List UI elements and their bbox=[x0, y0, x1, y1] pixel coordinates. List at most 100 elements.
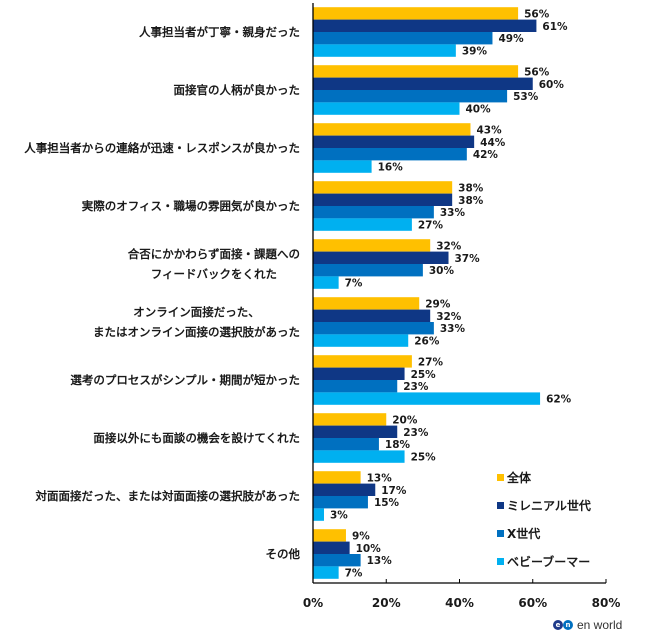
value-label: 49% bbox=[498, 33, 524, 45]
bar bbox=[313, 77, 533, 90]
value-label: 15% bbox=[374, 497, 400, 509]
value-label: 56% bbox=[524, 66, 550, 78]
value-label: 33% bbox=[440, 323, 466, 335]
value-label: 60% bbox=[539, 79, 565, 91]
value-label: 27% bbox=[418, 356, 444, 368]
value-label: 26% bbox=[414, 336, 440, 348]
value-label: 37% bbox=[455, 253, 481, 265]
legend-label: ミレニアル世代 bbox=[507, 498, 591, 513]
category-label: 合否にかかわらず面接・課題への bbox=[128, 247, 300, 261]
value-label: 61% bbox=[542, 21, 568, 33]
value-label: 30% bbox=[429, 265, 455, 277]
category-label: オンライン面接だった、 bbox=[133, 305, 260, 319]
bar bbox=[313, 7, 519, 20]
value-label: 13% bbox=[367, 555, 393, 567]
bar bbox=[313, 529, 346, 542]
bar bbox=[313, 450, 405, 463]
bar bbox=[313, 135, 475, 148]
legend-swatch bbox=[497, 502, 504, 509]
value-label: 16% bbox=[378, 162, 404, 174]
bar bbox=[313, 297, 420, 310]
bar bbox=[313, 206, 434, 219]
bar bbox=[313, 541, 350, 554]
value-label: 20% bbox=[392, 414, 418, 426]
value-label: 9% bbox=[352, 530, 370, 542]
axes-layer: 0% 20% 40% 60% 80% bbox=[303, 3, 621, 610]
bar bbox=[313, 148, 467, 161]
bar bbox=[313, 471, 361, 484]
bar bbox=[313, 264, 423, 277]
value-label: 17% bbox=[381, 485, 407, 497]
category-label: 選考のプロセスがシンプル・期間が短かった bbox=[70, 373, 300, 387]
bar bbox=[313, 413, 387, 426]
value-label: 62% bbox=[546, 394, 572, 406]
bar bbox=[313, 251, 449, 264]
bar bbox=[313, 425, 398, 438]
category-label: 人事担当者が丁寧・親身だった bbox=[139, 25, 300, 39]
legend-swatch bbox=[497, 558, 504, 565]
category-label: またはオンライン面接の選択肢があった bbox=[93, 325, 300, 339]
bar bbox=[313, 392, 541, 405]
logo-dot: n bbox=[563, 620, 573, 630]
value-label: 40% bbox=[466, 104, 492, 116]
legend-label: 全体 bbox=[506, 470, 532, 485]
bar bbox=[313, 438, 379, 451]
value-label: 42% bbox=[473, 149, 499, 161]
category-labels-layer: 人事担当者が丁寧・親身だった面接官の人柄が良かった人事担当者からの連絡が迅速・レ… bbox=[24, 25, 300, 561]
bar bbox=[313, 554, 361, 567]
category-label: 対面面接だった、または対面面接の選択肢があった bbox=[35, 489, 301, 503]
bar bbox=[313, 483, 376, 496]
value-label: 10% bbox=[356, 543, 382, 555]
value-labels-layer: 56%61%49%39%56%60%53%40%43%44%42%16%38%3… bbox=[330, 8, 572, 579]
bar bbox=[313, 276, 339, 289]
value-label: 44% bbox=[480, 137, 506, 149]
value-label: 38% bbox=[458, 195, 484, 207]
bar bbox=[313, 380, 398, 393]
value-label: 39% bbox=[462, 46, 488, 58]
value-label: 13% bbox=[367, 472, 393, 484]
value-label: 3% bbox=[330, 510, 348, 522]
value-label: 23% bbox=[403, 427, 429, 439]
value-label: 25% bbox=[411, 452, 437, 464]
bar bbox=[313, 160, 372, 173]
value-label: 27% bbox=[418, 220, 444, 232]
category-label: 人事担当者からの連絡が迅速・レスポンスが良かった bbox=[24, 141, 300, 155]
logo-mark-icon: e n bbox=[553, 620, 573, 630]
value-label: 7% bbox=[345, 278, 363, 290]
bar bbox=[313, 181, 453, 194]
bar bbox=[313, 44, 456, 57]
logo-text: en world bbox=[577, 618, 623, 632]
bar bbox=[313, 193, 453, 206]
category-label: その他 bbox=[266, 547, 301, 561]
x-tick-label: 80% bbox=[592, 596, 621, 610]
legend-label: ベビーブーマー bbox=[507, 554, 590, 569]
x-tick-label: 60% bbox=[518, 596, 547, 610]
bar bbox=[313, 65, 519, 78]
bar bbox=[313, 508, 324, 521]
value-label: 43% bbox=[476, 124, 502, 136]
logo-dot: e bbox=[553, 620, 563, 630]
value-label: 18% bbox=[385, 439, 411, 451]
category-label: 面接以外にも面談の機会を設けてくれた bbox=[93, 431, 300, 445]
bar bbox=[313, 32, 493, 45]
legend-swatch bbox=[497, 474, 504, 481]
value-label: 25% bbox=[411, 369, 437, 381]
category-label: フィードバックをくれた bbox=[151, 267, 277, 281]
value-label: 32% bbox=[436, 240, 462, 252]
x-tick-label: 40% bbox=[445, 596, 474, 610]
bar bbox=[313, 123, 471, 136]
bar bbox=[313, 566, 339, 579]
enworld-logo: e n en world bbox=[553, 618, 622, 632]
value-label: 53% bbox=[513, 91, 539, 103]
value-label: 29% bbox=[425, 298, 451, 310]
bar bbox=[313, 102, 460, 115]
value-label: 38% bbox=[458, 182, 484, 194]
value-label: 56% bbox=[524, 8, 550, 20]
bars-layer bbox=[313, 7, 541, 579]
value-label: 32% bbox=[436, 311, 462, 323]
x-tick-label: 0% bbox=[303, 596, 323, 610]
x-tick-label: 20% bbox=[372, 596, 401, 610]
bar bbox=[313, 90, 508, 103]
